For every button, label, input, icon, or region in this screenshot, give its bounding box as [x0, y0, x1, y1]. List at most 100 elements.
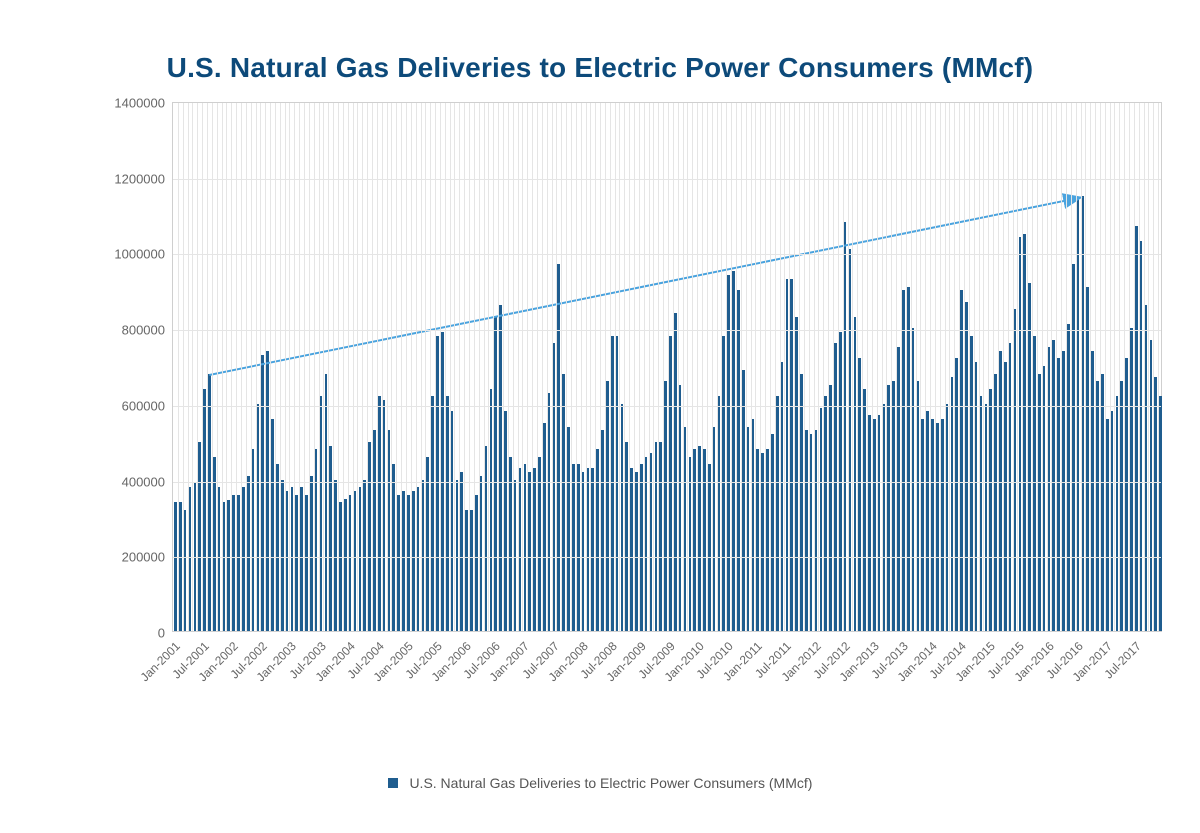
bar	[669, 336, 672, 631]
bar	[281, 480, 284, 631]
bar	[368, 442, 371, 631]
bar	[1106, 419, 1109, 631]
bar	[339, 502, 342, 631]
bar	[266, 351, 269, 631]
gridline-vertical	[678, 103, 679, 631]
y-tick-label: 1400000	[114, 96, 173, 111]
gridline-vertical	[605, 103, 606, 631]
gridline-vertical	[1076, 103, 1077, 631]
gridline-vertical	[1003, 103, 1004, 631]
bar	[436, 336, 439, 631]
bar	[572, 464, 575, 631]
gridline-vertical	[207, 103, 208, 631]
gridline-vertical	[595, 103, 596, 631]
bar	[426, 457, 429, 631]
bar	[242, 487, 245, 631]
bar	[606, 381, 609, 631]
bar	[1159, 396, 1162, 631]
gridline-vertical	[571, 103, 572, 631]
gridline-vertical	[916, 103, 917, 631]
gridline-vertical	[954, 103, 955, 631]
gridline-vertical	[406, 103, 407, 631]
bar	[320, 396, 323, 631]
gridline-vertical	[445, 103, 446, 631]
gridline-vertical	[586, 103, 587, 631]
gridline-vertical	[479, 103, 480, 631]
gridline-vertical	[246, 103, 247, 631]
gridline-vertical	[784, 103, 785, 631]
gridline-vertical	[848, 103, 849, 631]
bar	[659, 442, 662, 631]
bar	[655, 442, 658, 631]
bar	[480, 476, 483, 631]
gridline-vertical	[226, 103, 227, 631]
gridline-vertical	[610, 103, 611, 631]
gridline-vertical	[726, 103, 727, 631]
gridline-vertical	[974, 103, 975, 631]
bar	[1067, 324, 1070, 631]
bar	[834, 343, 837, 631]
gridline-vertical	[537, 103, 538, 631]
bar	[975, 362, 978, 631]
gridline-vertical	[1027, 103, 1028, 631]
bar	[640, 464, 643, 631]
gridline-vertical	[814, 103, 815, 631]
gridline-vertical	[673, 103, 674, 631]
gridline-vertical	[396, 103, 397, 631]
gridline-vertical	[717, 103, 718, 631]
bar	[1033, 336, 1036, 631]
gridline-vertical	[1081, 103, 1082, 631]
gridline-vertical	[736, 103, 737, 631]
gridline-vertical	[503, 103, 504, 631]
bar	[650, 453, 653, 631]
gridline-vertical	[1095, 103, 1096, 631]
bar	[1125, 358, 1128, 631]
gridline-vertical	[1100, 103, 1101, 631]
bar	[781, 362, 784, 631]
gridline-vertical	[1071, 103, 1072, 631]
bar	[693, 449, 696, 631]
gridline-vertical	[639, 103, 640, 631]
gridline-vertical	[464, 103, 465, 631]
bar	[722, 336, 725, 631]
bar	[451, 411, 454, 631]
gridline-vertical	[343, 103, 344, 631]
bar	[1062, 351, 1065, 631]
bar	[587, 468, 590, 631]
bar	[383, 400, 386, 631]
bar	[752, 419, 755, 631]
gridline-vertical	[1144, 103, 1145, 631]
gridline-vertical	[566, 103, 567, 631]
bar	[795, 317, 798, 631]
bar	[247, 476, 250, 631]
gridline-vertical	[969, 103, 970, 631]
bar	[931, 419, 934, 631]
bar	[223, 502, 226, 631]
y-tick-label: 0	[158, 626, 173, 641]
gridline-vertical	[906, 103, 907, 631]
bar	[708, 464, 711, 631]
bar	[392, 464, 395, 631]
gridline-vertical	[668, 103, 669, 631]
bar	[844, 222, 847, 631]
bar	[873, 419, 876, 631]
bar	[737, 290, 740, 631]
bar	[494, 317, 497, 631]
bar	[344, 499, 347, 632]
bar	[412, 491, 415, 631]
gridline-vertical	[1085, 103, 1086, 631]
gridline-vertical	[751, 103, 752, 631]
gridline-vertical	[319, 103, 320, 631]
gridline-vertical	[1056, 103, 1057, 631]
bar	[1014, 309, 1017, 631]
bar	[955, 358, 958, 631]
gridline-vertical	[178, 103, 179, 631]
bar	[776, 396, 779, 631]
gridline-vertical	[1105, 103, 1106, 631]
gridline-vertical	[353, 103, 354, 631]
bar	[189, 487, 192, 631]
bar	[305, 495, 308, 631]
bar	[499, 305, 502, 631]
chart-container: U.S. Natural Gas Deliveries to Electric …	[0, 0, 1200, 833]
gridline-vertical	[891, 103, 892, 631]
